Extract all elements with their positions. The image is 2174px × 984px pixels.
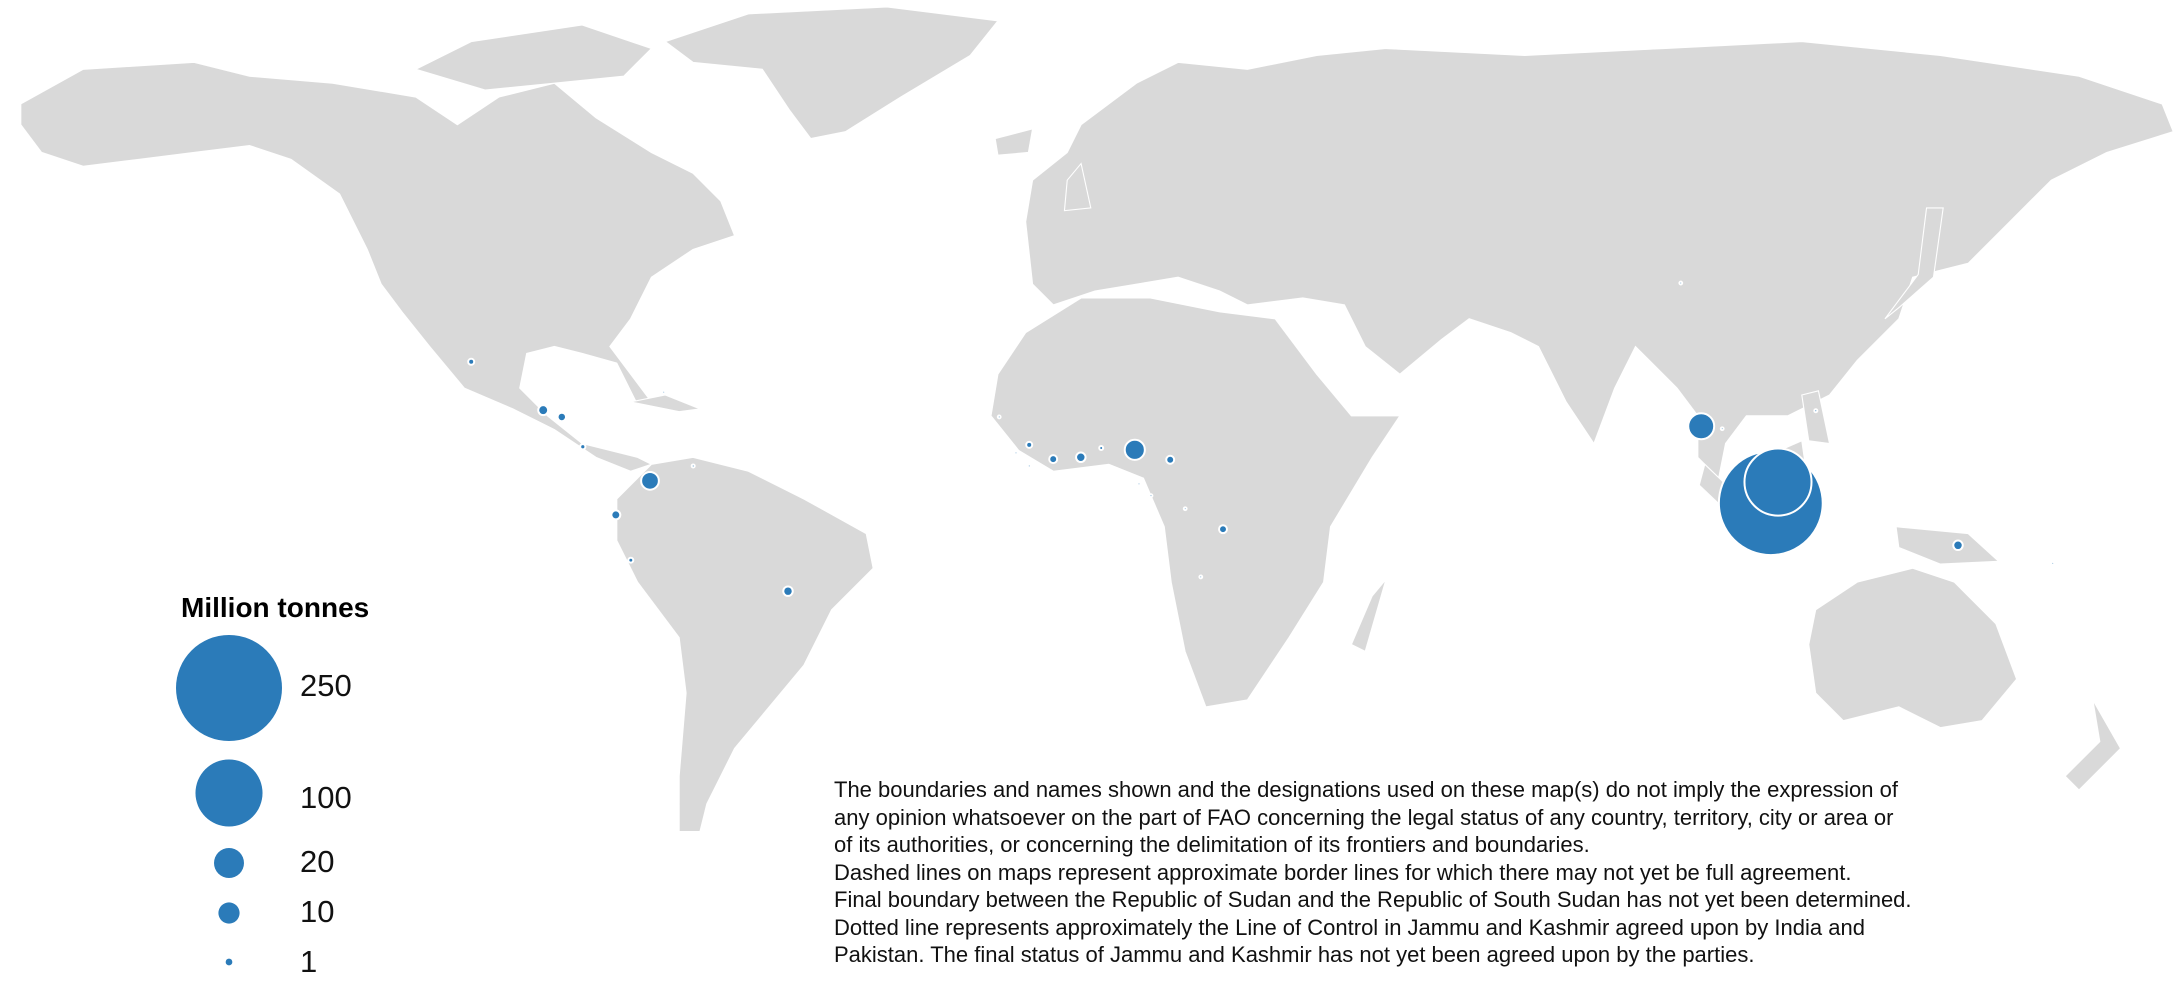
production-bubble	[579, 443, 587, 451]
production-bubble	[1136, 481, 1142, 487]
production-bubble	[467, 357, 476, 366]
legend-circle-250	[176, 635, 282, 741]
caribbean-cuba	[630, 394, 703, 413]
production-bubble	[1218, 524, 1228, 535]
disclaimer-line: Dashed lines on maps represent approxima…	[834, 859, 1852, 885]
production-bubble	[1025, 440, 1034, 449]
disclaimer-line: any opinion whatsoever on the part of FA…	[834, 804, 1894, 830]
production-bubble	[1013, 450, 1019, 456]
legend-label-1: 1	[300, 944, 318, 979]
production-bubble	[1026, 463, 1032, 469]
disclaimer-line: Pakistan. The final status of Jammu and …	[834, 942, 1755, 967]
philippines	[1801, 390, 1831, 445]
production-bubble	[1123, 438, 1146, 461]
production-bubble	[1719, 426, 1725, 432]
production-bubble	[537, 404, 550, 417]
disclaimer-line: Dotted line represents approximately the…	[834, 914, 1865, 940]
land-masses	[20, 6, 2174, 833]
production-bubble	[640, 470, 660, 491]
legend-circle-10	[218, 902, 240, 924]
production-bubble	[1075, 451, 1087, 464]
legend-label-250: 250	[300, 668, 352, 703]
africa	[990, 297, 1401, 708]
production-bubble	[1198, 574, 1204, 580]
japan	[1884, 207, 1944, 320]
production-bubble	[1687, 412, 1716, 441]
disclaimer-line: The boundaries and names shown and the d…	[834, 777, 1898, 802]
iceland	[994, 128, 1034, 156]
production-bubble	[1813, 408, 1819, 414]
production-bubble	[996, 414, 1002, 420]
production-bubble	[1148, 493, 1154, 499]
disclaimer-line: Final boundary between the Republic of S…	[834, 887, 1912, 912]
production-bubble	[661, 389, 667, 395]
legend-label-100: 100	[300, 780, 352, 815]
production-bubble	[1165, 454, 1176, 465]
legend-circle-100	[195, 759, 263, 827]
production-bubble	[690, 463, 696, 469]
legend-circles	[176, 635, 282, 966]
legend-circle-20	[214, 848, 244, 878]
north-america	[20, 61, 736, 472]
legend-title: Million tonnes	[181, 592, 370, 623]
production-bubble	[627, 556, 635, 564]
production-bubble	[1743, 447, 1813, 517]
production-bubble	[1098, 444, 1105, 451]
disclaimer-line: of its authorities, or concerning the de…	[834, 832, 1590, 857]
new-guinea	[1895, 526, 2000, 565]
australia	[1808, 567, 2018, 729]
madagascar	[1350, 578, 1387, 653]
production-bubble	[1952, 539, 1964, 552]
production-bubble	[1678, 280, 1684, 286]
production-bubble	[2050, 560, 2056, 566]
arctic-islands	[414, 24, 653, 91]
uk	[1063, 162, 1092, 212]
legend-label-10: 10	[300, 894, 335, 929]
new-zealand	[2064, 699, 2122, 791]
production-bubble	[610, 509, 622, 521]
production-bubble	[1048, 454, 1059, 465]
legend-label-20: 20	[300, 844, 335, 879]
eurasia	[1025, 41, 2174, 480]
production-bubble	[782, 585, 794, 597]
production-bubble	[1182, 506, 1188, 512]
greenland	[664, 6, 999, 140]
production-bubbles	[467, 280, 2056, 597]
legend-circle-1	[225, 958, 233, 966]
south-america	[616, 456, 874, 833]
production-bubble	[556, 411, 568, 423]
disclaimer-text: The boundaries and names shown and the d…	[834, 776, 2014, 969]
